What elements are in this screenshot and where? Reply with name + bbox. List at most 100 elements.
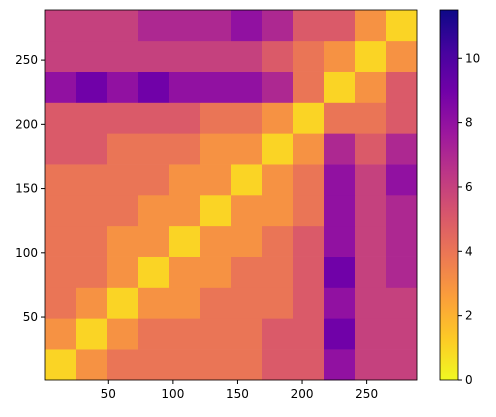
heat-cell (200, 287, 232, 319)
heat-cell (386, 349, 418, 381)
heat-cell (76, 256, 108, 288)
heat-cell (169, 71, 201, 103)
heat-cell (231, 10, 263, 42)
y-tick-label: 200 (15, 117, 38, 131)
heat-cell (231, 318, 263, 350)
heat-cell (262, 195, 294, 227)
heat-cell (324, 195, 356, 227)
heat-cell (355, 287, 387, 319)
heat-cell (386, 40, 418, 72)
x-tick-label: 100 (161, 387, 184, 401)
heat-cell (138, 195, 170, 227)
heat-cell (138, 40, 170, 72)
colorbar-tick-label: 8 (465, 116, 473, 130)
heat-cell (76, 349, 108, 381)
heat-cell (293, 287, 325, 319)
heat-cell (262, 71, 294, 103)
heat-cell (355, 349, 387, 381)
heat-cell (200, 349, 232, 381)
y-tick-label: 50 (23, 310, 38, 324)
heat-cell (169, 287, 201, 319)
heat-cell (138, 256, 170, 288)
heat-cell (262, 164, 294, 196)
heat-cell (386, 318, 418, 350)
heat-cell (107, 133, 139, 165)
heat-cell (200, 195, 232, 227)
heat-cell (45, 256, 77, 288)
heat-cell (386, 195, 418, 227)
heat-cell (231, 287, 263, 319)
heat-cell (293, 225, 325, 257)
heat-cell (200, 102, 232, 134)
heat-cell (355, 318, 387, 350)
heat-cell (169, 318, 201, 350)
heat-cell (386, 225, 418, 257)
heat-cell (386, 10, 418, 42)
y-tick-label: 150 (15, 182, 38, 196)
heat-cell (76, 133, 108, 165)
heat-cell (200, 40, 232, 72)
heat-cell (231, 256, 263, 288)
heat-cell (169, 164, 201, 196)
heat-cell (262, 40, 294, 72)
heat-cell (262, 318, 294, 350)
plot-frame (44, 9, 418, 381)
heat-cell (324, 318, 356, 350)
heat-cell (293, 195, 325, 227)
heat-cell (324, 225, 356, 257)
heat-cell (355, 195, 387, 227)
heat-cell (200, 318, 232, 350)
heat-cell (45, 195, 77, 227)
heat-cell (355, 133, 387, 165)
heat-cell (200, 225, 232, 257)
heat-cell (45, 102, 77, 134)
heat-cell (169, 40, 201, 72)
heat-cell (76, 225, 108, 257)
heat-cell (386, 71, 418, 103)
heat-cell (200, 10, 232, 42)
heat-cell (355, 225, 387, 257)
heat-cell (293, 256, 325, 288)
heat-cell (76, 10, 108, 42)
heat-cell (45, 287, 77, 319)
heat-cell (231, 102, 263, 134)
heat-cell (169, 256, 201, 288)
heat-cell (324, 102, 356, 134)
heat-cell (324, 71, 356, 103)
heat-cell (386, 287, 418, 319)
heat-cell (45, 349, 77, 381)
colorbar-tick-label: 2 (465, 309, 473, 323)
heat-cell (169, 349, 201, 381)
heat-cell (324, 10, 356, 42)
heat-cell (138, 10, 170, 42)
heat-cell (45, 10, 77, 42)
x-tick-label: 250 (355, 387, 378, 401)
heat-cell (324, 256, 356, 288)
heat-cell (138, 287, 170, 319)
heat-cell (169, 102, 201, 134)
y-tick-label: 250 (15, 53, 38, 67)
heat-cell (45, 133, 77, 165)
heat-cell (293, 10, 325, 42)
heat-cell (324, 133, 356, 165)
heat-cell (262, 287, 294, 319)
heat-cell (200, 164, 232, 196)
heat-cell (200, 133, 232, 165)
heat-cell (324, 40, 356, 72)
y-tick-label: 100 (15, 246, 38, 260)
heat-cell (138, 71, 170, 103)
colorbar-tick-label: 4 (465, 244, 473, 258)
heat-cell (76, 164, 108, 196)
heat-cell (169, 195, 201, 227)
heat-cell (107, 164, 139, 196)
heat-cell (138, 133, 170, 165)
heat-cell (324, 287, 356, 319)
heat-cell (386, 164, 418, 196)
heat-cell (293, 133, 325, 165)
heat-cell (107, 318, 139, 350)
heat-cell (355, 40, 387, 72)
heat-cell (293, 349, 325, 381)
colorbar-tick-label: 10 (465, 51, 480, 65)
heat-cell (200, 256, 232, 288)
